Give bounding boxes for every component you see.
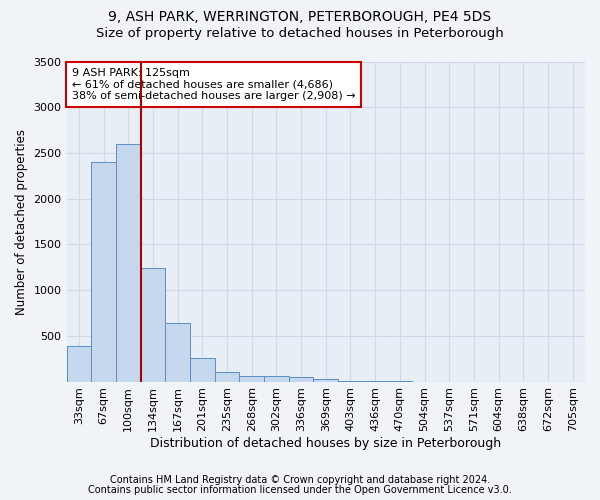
Text: 9, ASH PARK, WERRINGTON, PETERBOROUGH, PE4 5DS: 9, ASH PARK, WERRINGTON, PETERBOROUGH, P… <box>109 10 491 24</box>
Text: Contains HM Land Registry data © Crown copyright and database right 2024.: Contains HM Land Registry data © Crown c… <box>110 475 490 485</box>
Bar <box>116 144 140 382</box>
Bar <box>239 376 264 382</box>
Text: Size of property relative to detached houses in Peterborough: Size of property relative to detached ho… <box>96 28 504 40</box>
Bar <box>215 372 239 382</box>
X-axis label: Distribution of detached houses by size in Peterborough: Distribution of detached houses by size … <box>150 437 502 450</box>
Text: Contains public sector information licensed under the Open Government Licence v3: Contains public sector information licen… <box>88 485 512 495</box>
Text: 9 ASH PARK: 125sqm
← 61% of detached houses are smaller (4,686)
38% of semi-deta: 9 ASH PARK: 125sqm ← 61% of detached hou… <box>72 68 355 101</box>
Bar <box>165 323 190 382</box>
Bar <box>67 346 91 382</box>
Bar <box>190 358 215 382</box>
Bar <box>289 377 313 382</box>
Y-axis label: Number of detached properties: Number of detached properties <box>15 128 28 314</box>
Bar <box>91 162 116 382</box>
Bar <box>140 268 165 382</box>
Bar <box>264 376 289 382</box>
Bar <box>313 379 338 382</box>
